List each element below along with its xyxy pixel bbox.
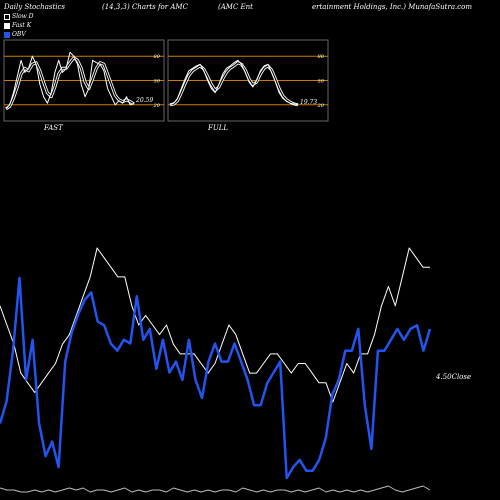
full-slow-d-line — [169, 62, 299, 106]
fast-fast-k-line — [5, 51, 135, 110]
full-last-value-label: 19.73 — [300, 99, 317, 106]
legend-swatch-fast — [4, 22, 10, 29]
fast-ytick-80: 80 — [154, 54, 161, 60]
legend-swatch-obv — [4, 31, 10, 38]
legend-obv: OBV — [4, 30, 34, 39]
full-ytick-80: 80 — [318, 54, 325, 60]
chart-header-left: Daily Stochastics — [4, 3, 66, 11]
fast-last-value-label: 20.59 — [135, 97, 153, 104]
fast-panel-label: FAST — [44, 124, 63, 132]
full-ytick-20: 20 — [317, 103, 325, 109]
fast-ytick-50: 50 — [154, 79, 161, 85]
chart-legend: Slow D Fast K OBV — [4, 12, 34, 39]
legend-fast: Fast K — [4, 21, 34, 30]
legend-obv-label: OBV — [12, 31, 26, 38]
legend-swatch-slow — [4, 13, 10, 20]
chart-header-company2: ertainment Holdings, Inc.) MunafaSutra.c… — [312, 3, 472, 11]
volume-line — [0, 485, 431, 493]
close-line — [0, 247, 430, 403]
chart-header-company1: (AMC Ent — [218, 3, 253, 11]
legend-slow: Slow D — [4, 12, 34, 21]
chart-header-params: (14,3,3) Charts for AMC — [102, 3, 188, 11]
obv-line — [0, 276, 432, 480]
close-value-label: 4.50Close — [435, 373, 471, 381]
full-fast-k-line — [169, 59, 299, 106]
full-panel-label: FULL — [208, 124, 229, 132]
legend-fast-label: Fast K — [12, 22, 32, 29]
legend-slow-label: Slow D — [12, 13, 34, 20]
fast-ytick-20: 20 — [153, 103, 161, 109]
full-ytick-50: 50 — [318, 79, 325, 85]
